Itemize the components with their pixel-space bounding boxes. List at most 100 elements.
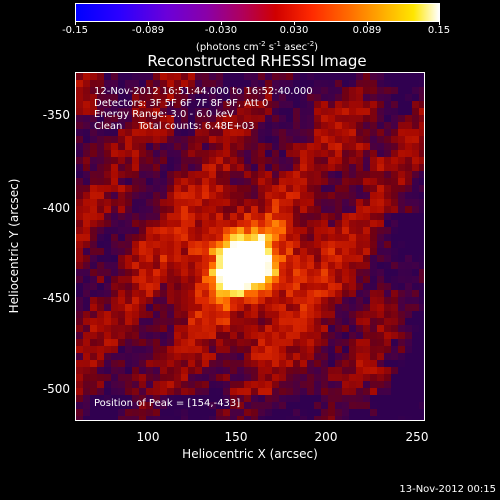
heatmap-cell [90, 255, 98, 263]
heatmap-cell [391, 73, 399, 81]
heatmap-cell [300, 136, 308, 144]
heatmap-cell [335, 283, 343, 291]
heatmap-cell [363, 332, 371, 340]
heatmap-cell [230, 220, 238, 228]
heatmap-cell [160, 332, 168, 340]
heatmap-cell [174, 220, 182, 228]
heatmap-cell [132, 360, 140, 368]
heatmap-cell [419, 374, 424, 382]
heatmap-cell [237, 402, 245, 410]
heatmap-cell [209, 346, 217, 354]
heatmap-cell [160, 353, 168, 361]
heatmap-cell [244, 87, 252, 95]
heatmap-cell [314, 255, 322, 263]
heatmap-cell [363, 395, 371, 403]
heatmap-cell [104, 374, 112, 382]
heatmap-cell [321, 304, 329, 312]
heatmap-cell [223, 262, 231, 270]
heatmap-cell [237, 283, 245, 291]
heatmap-cell [202, 248, 210, 256]
heatmap-cell [188, 157, 196, 165]
heatmap-cell [216, 269, 224, 277]
heatmap-cell [405, 311, 413, 319]
heatmap-cell [90, 199, 98, 207]
heatmap-cell [314, 80, 322, 88]
heatmap-cell [412, 164, 420, 172]
heatmap-cell [286, 94, 294, 102]
heatmap-cell [125, 248, 133, 256]
heatmap-cell [398, 248, 406, 256]
heatmap-cell [237, 129, 245, 137]
heatmap-cell [188, 332, 196, 340]
heatmap-cell [181, 241, 189, 249]
heatmap-cell [237, 297, 245, 305]
heatmap-cell [398, 178, 406, 186]
heatmap-cell [377, 262, 385, 270]
heatmap-cell [391, 311, 399, 319]
heatmap-cell [230, 129, 238, 137]
heatmap-cell [90, 150, 98, 158]
heatmap-cell [174, 416, 182, 420]
heatmap-cell [391, 304, 399, 312]
heatmap-cell [195, 402, 203, 410]
heatmap-cell [174, 402, 182, 410]
heatmap-cell [321, 94, 329, 102]
heatmap-cell [125, 276, 133, 284]
heatmap-cell [412, 227, 420, 235]
heatmap-cell [335, 402, 343, 410]
heatmap-cell [398, 402, 406, 410]
heatmap-cell [251, 199, 259, 207]
heatmap-cell [272, 276, 280, 284]
heatmap-cell [132, 276, 140, 284]
heatmap-cell [293, 122, 301, 130]
heatmap-cell [314, 269, 322, 277]
heatmap-cell [419, 227, 424, 235]
heatmap-cell [209, 311, 217, 319]
heatmap-cell [125, 108, 133, 116]
heatmap-cell [230, 227, 238, 235]
heatmap-cell [314, 325, 322, 333]
heatmap-cell [293, 311, 301, 319]
heatmap-cell [412, 283, 420, 291]
heatmap-cell [419, 108, 424, 116]
heatmap-cell [195, 367, 203, 375]
heatmap-cell [132, 367, 140, 375]
heatmap-cell [251, 87, 259, 95]
heatmap-cell [244, 164, 252, 172]
heatmap-cell [83, 297, 91, 305]
heatmap-cell [279, 115, 287, 123]
heatmap-cell [97, 171, 105, 179]
heatmap-cell [342, 276, 350, 284]
heatmap-cell [405, 269, 413, 277]
heatmap-cell [125, 178, 133, 186]
heatmap-cell [223, 192, 231, 200]
heatmap-cell [174, 262, 182, 270]
heatmap-cell [181, 311, 189, 319]
heatmap-cell [335, 276, 343, 284]
heatmap-cell [412, 171, 420, 179]
heatmap-cell [125, 150, 133, 158]
heatmap-cell [167, 416, 175, 420]
heatmap-cell [335, 395, 343, 403]
heatmap-cell [230, 318, 238, 326]
heatmap-cell [279, 227, 287, 235]
heatmap-cell [293, 269, 301, 277]
heatmap-cell [244, 171, 252, 179]
y-axis-label: Heliocentric Y (arcsec) [7, 178, 21, 314]
heatmap-cell [384, 339, 392, 347]
heatmap-cell [160, 346, 168, 354]
heatmap-cell [419, 325, 424, 333]
x-tick-label: 150 [224, 430, 248, 444]
heatmap-cell [349, 164, 357, 172]
heatmap-cell [419, 388, 424, 396]
heatmap-cell [258, 262, 266, 270]
heatmap-cell [153, 178, 161, 186]
heatmap-cell [398, 101, 406, 109]
heatmap-cell [279, 206, 287, 214]
heatmap-cell [293, 227, 301, 235]
heatmap-cell [202, 290, 210, 298]
heatmap-cell [342, 108, 350, 116]
heatmap-cell [202, 388, 210, 396]
heatmap-cell [195, 87, 203, 95]
heatmap-cell [76, 416, 84, 420]
